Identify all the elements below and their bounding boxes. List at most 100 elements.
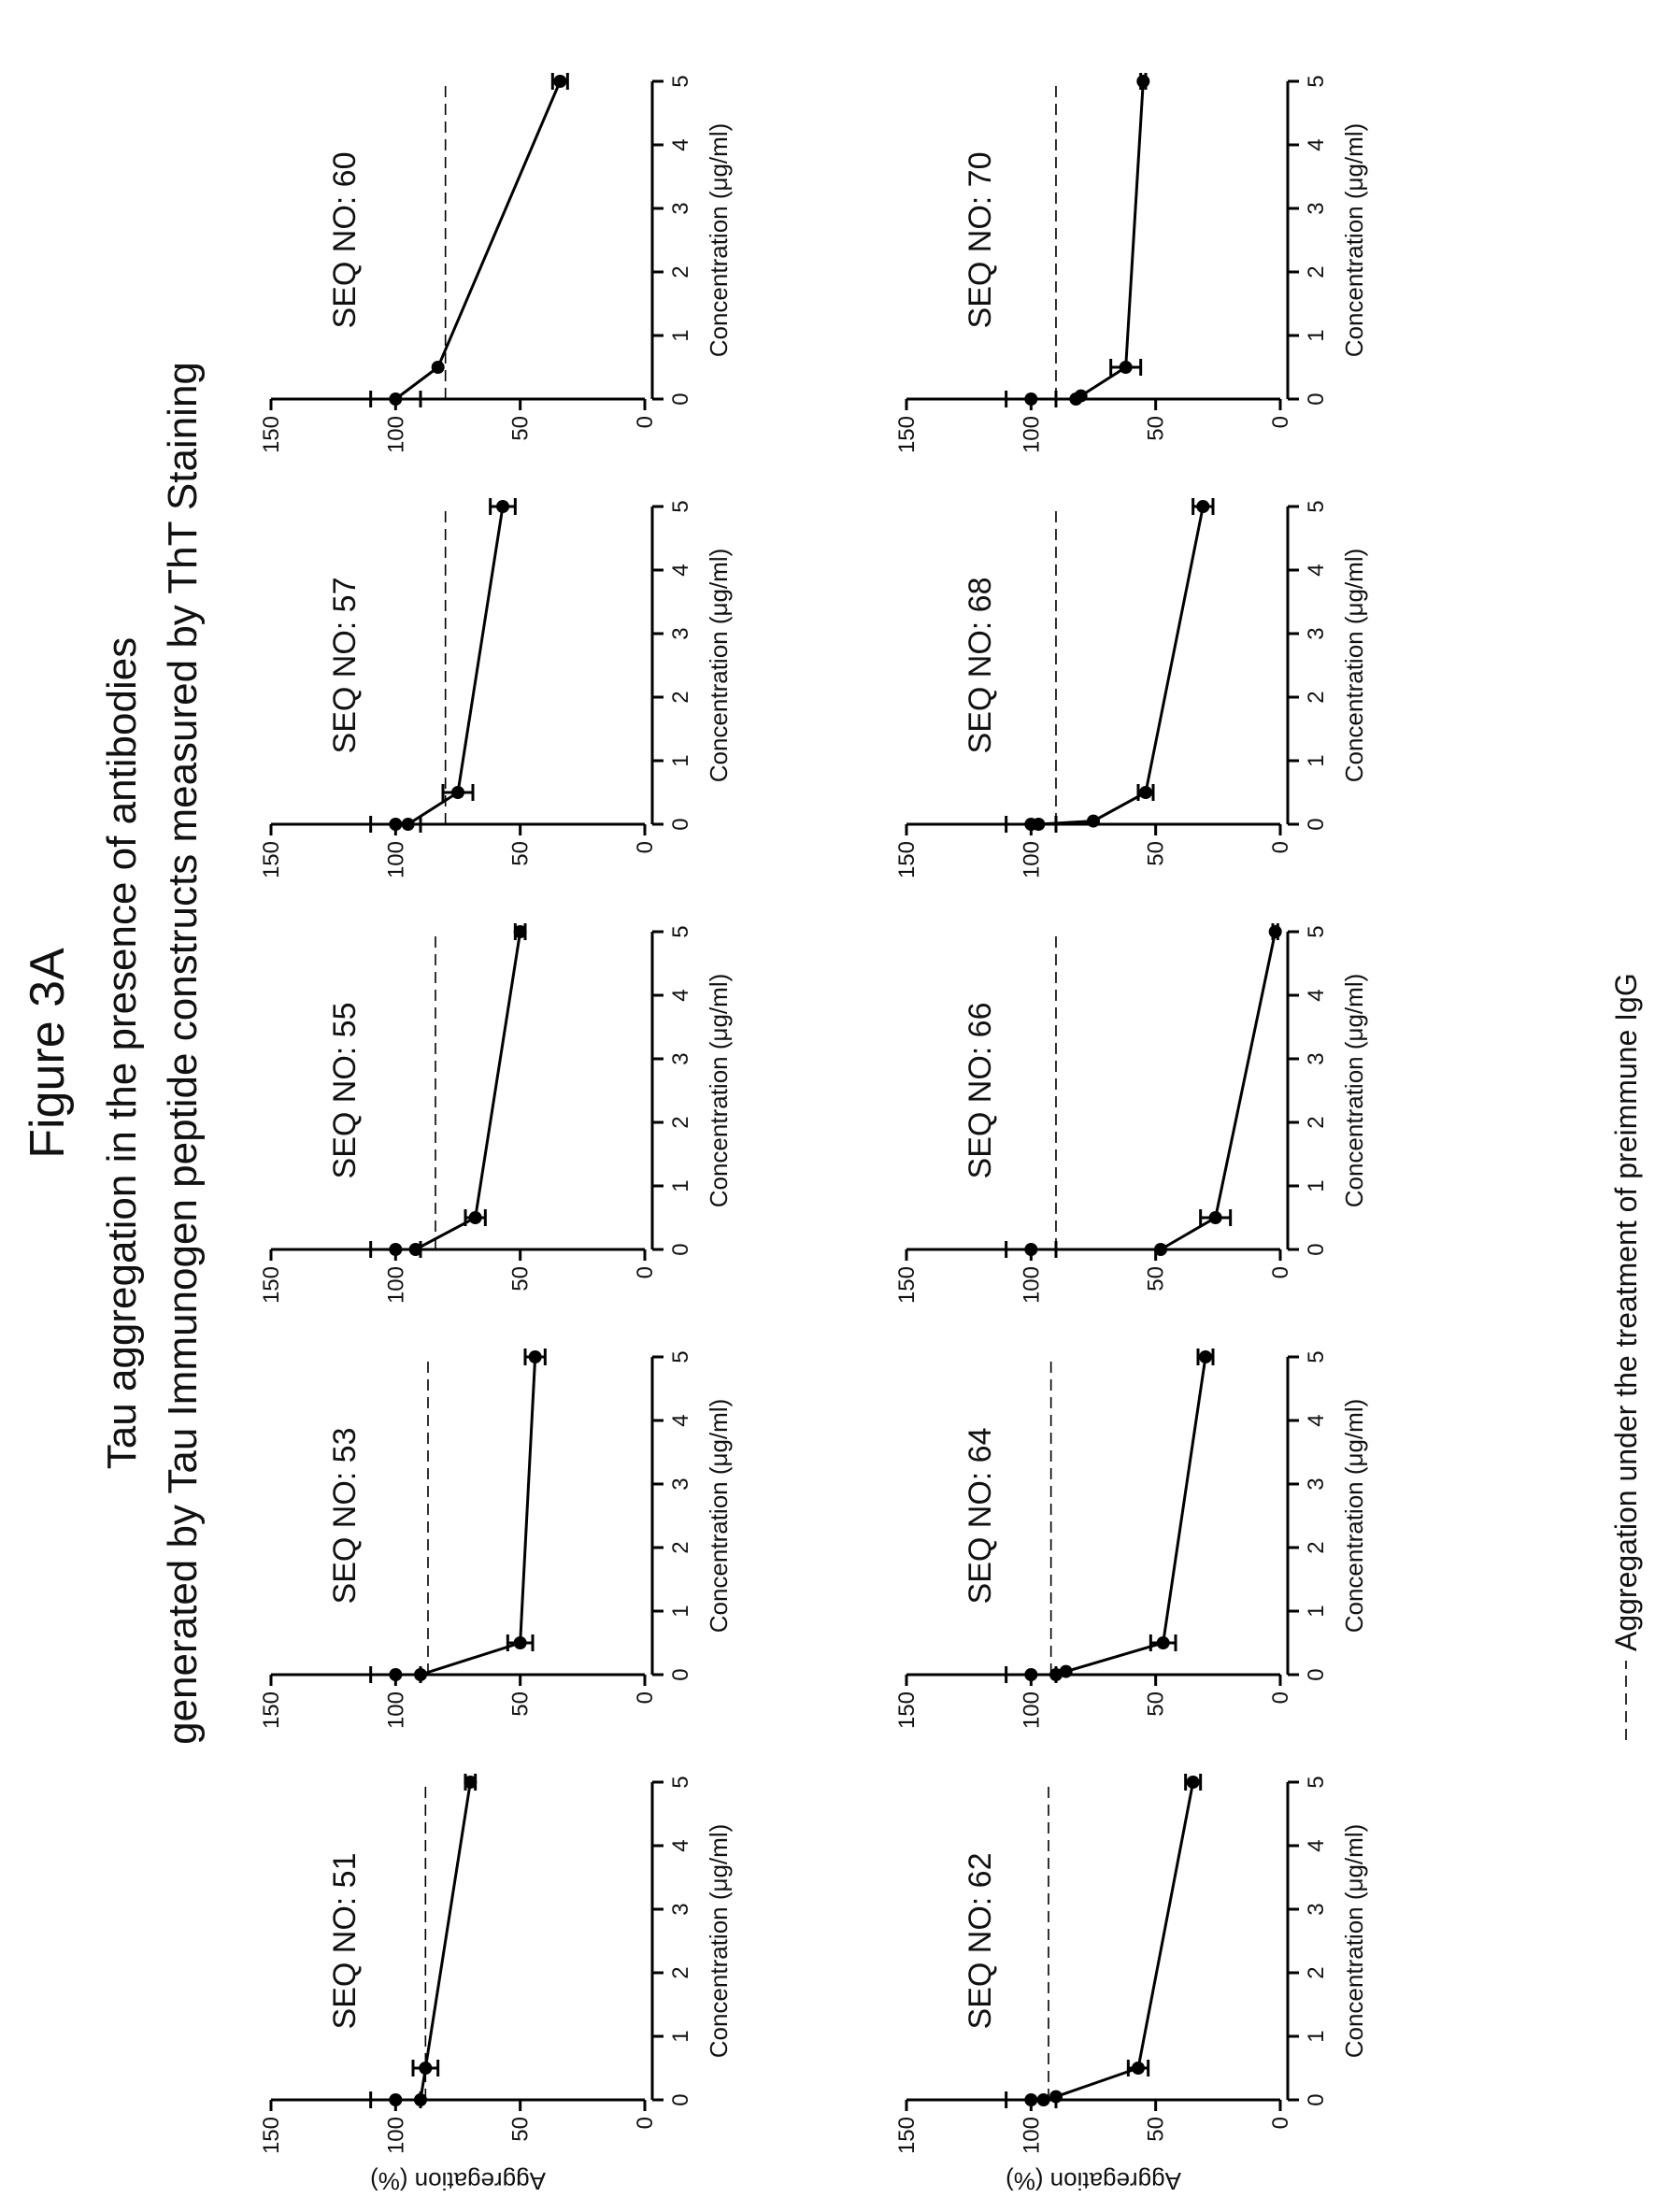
x-tick-label: 2: [1304, 1541, 1329, 1553]
x-tick-label: 4: [668, 138, 693, 150]
x-axis-label: Concentration (μg/ml): [1340, 1824, 1368, 2059]
x-tick-label: 1: [1304, 754, 1329, 766]
panel-title: SEQ NO: 68: [963, 578, 998, 754]
data-point: [1024, 1243, 1038, 1256]
data-point: [1036, 2093, 1050, 2106]
panel-title: SEQ NO: 57: [327, 578, 363, 754]
x-tick-label: 3: [668, 202, 693, 214]
data-point: [1156, 1636, 1170, 1649]
x-tick-label: 3: [668, 1477, 693, 1490]
x-tick-label: 4: [1304, 1414, 1329, 1426]
x-tick-label: 2: [1304, 691, 1329, 703]
series-line: [394, 80, 562, 401]
x-tick-label: 5: [1304, 1776, 1329, 1788]
x-tick-label: 5: [1304, 75, 1329, 87]
figure-subtitle-line-2: generated by Tau Immunogen peptide const…: [160, 362, 206, 1745]
panel-title: SEQ NO: 62: [963, 1853, 998, 2030]
legend: Aggregation under the treatment of preim…: [1609, 973, 1643, 1740]
y-tick-label: 100: [383, 2117, 408, 2154]
x-tick-label: 4: [1304, 1839, 1329, 1851]
x-tick-label: 3: [1304, 627, 1329, 639]
data-point: [389, 392, 403, 406]
data-point: [513, 925, 527, 938]
x-tick-label: 0: [668, 392, 693, 405]
x-tick-label: 1: [668, 329, 693, 341]
series-line: [1031, 80, 1145, 401]
data-point: [1136, 75, 1150, 88]
series-line: [395, 931, 522, 1251]
x-tick-label: 1: [668, 1179, 693, 1192]
data-point: [1139, 786, 1152, 799]
legend-label: Aggregation under the treatment of preim…: [1609, 973, 1643, 1651]
x-tick-label: 4: [1304, 989, 1329, 1001]
y-tick-label: 150: [894, 841, 920, 878]
x-tick-label: 5: [1304, 1350, 1329, 1363]
y-tick-label: 150: [259, 416, 284, 453]
figure-subtitle-line-1: Tau aggregation in the presence of antib…: [99, 637, 145, 1469]
x-tick-label: 1: [1304, 1179, 1329, 1192]
y-tick-label: 0: [1268, 416, 1293, 428]
x-tick-label: 2: [668, 1966, 693, 1978]
x-tick-label: 5: [1304, 500, 1329, 512]
data-point: [1132, 2062, 1145, 2075]
panel-title: SEQ NO: 64: [963, 1428, 998, 1605]
x-axis-label: Concentration (μg/ml): [1340, 1399, 1368, 1634]
y-tick-label: 150: [894, 1691, 920, 1729]
x-tick-label: 5: [1304, 925, 1329, 937]
x-tick-label: 3: [1304, 202, 1329, 214]
y-tick-label: 50: [1144, 841, 1169, 866]
panel-title: SEQ NO: 53: [327, 1428, 363, 1605]
x-tick-label: 3: [1304, 1903, 1329, 1915]
data-point: [468, 1211, 482, 1224]
x-tick-label: 0: [668, 1668, 693, 1680]
x-tick-label: 5: [668, 925, 693, 937]
data-point: [513, 1636, 527, 1649]
x-tick-label: 4: [668, 564, 693, 576]
data-point: [1049, 1668, 1063, 1681]
data-point: [1024, 2093, 1038, 2106]
x-tick-label: 0: [1304, 1668, 1329, 1680]
series-line: [1031, 931, 1277, 1251]
x-axis-label: Concentration (μg/ml): [1340, 549, 1368, 783]
data-point: [1199, 1350, 1212, 1363]
y-tick-label: 100: [383, 416, 408, 453]
x-tick-label: 0: [668, 818, 693, 830]
y-tick-label: 50: [508, 1266, 534, 1292]
y-tick-label: 0: [1268, 1266, 1293, 1278]
data-point: [1087, 814, 1100, 828]
y-tick-label: 50: [1144, 2117, 1169, 2142]
y-tick-label: 50: [508, 1691, 534, 1717]
y-tick-label: 0: [633, 841, 658, 853]
x-axis-label: Concentration (μg/ml): [1340, 974, 1368, 1208]
y-tick-label: 0: [1268, 841, 1293, 853]
landscape-figure: Figure 3A Tau aggregation in the presenc…: [21, 73, 1643, 2195]
chart-panel: 0 50 100 150 0 1 2 3 4 5 Concentration (μg/ml) SEQ …: [259, 73, 733, 453]
y-tick-label: 100: [1019, 1691, 1044, 1729]
x-tick-label: 0: [1304, 392, 1329, 405]
y-tick-label: 100: [1019, 1266, 1044, 1304]
x-axis-label: Concentration (μg/ml): [705, 974, 733, 1208]
x-tick-label: 3: [668, 1052, 693, 1064]
y-tick-label: 150: [894, 416, 920, 453]
figure-title: Figure 3A: [21, 948, 75, 1159]
y-axis-label: Aggregation (%): [370, 2167, 546, 2195]
series-line: [1031, 1781, 1195, 2102]
y-tick-label: 0: [633, 1266, 658, 1278]
y-tick-label: 150: [259, 1691, 284, 1729]
x-axis-label: Concentration (μg/ml): [705, 123, 733, 358]
data-point: [419, 2062, 433, 2075]
y-tick-label: 50: [508, 2117, 534, 2142]
data-point: [401, 818, 415, 831]
y-tick-label: 100: [383, 841, 408, 878]
x-tick-label: 3: [668, 627, 693, 639]
x-tick-label: 0: [1304, 1243, 1329, 1255]
data-point: [1196, 500, 1210, 513]
x-tick-label: 1: [668, 2030, 693, 2042]
data-point: [1119, 361, 1133, 374]
x-tick-label: 5: [668, 75, 693, 87]
chart-panel: 0 50 100 150 0 1 2 3 4 5 Concentration (μg/ml) SEQ …: [259, 498, 733, 878]
x-tick-label: 3: [668, 1903, 693, 1915]
chart-panel: 0 50 100 150 0 1 2 3 4 5 Concentration (μg/ml) SEQ …: [894, 73, 1368, 453]
y-tick-label: 50: [508, 416, 534, 441]
